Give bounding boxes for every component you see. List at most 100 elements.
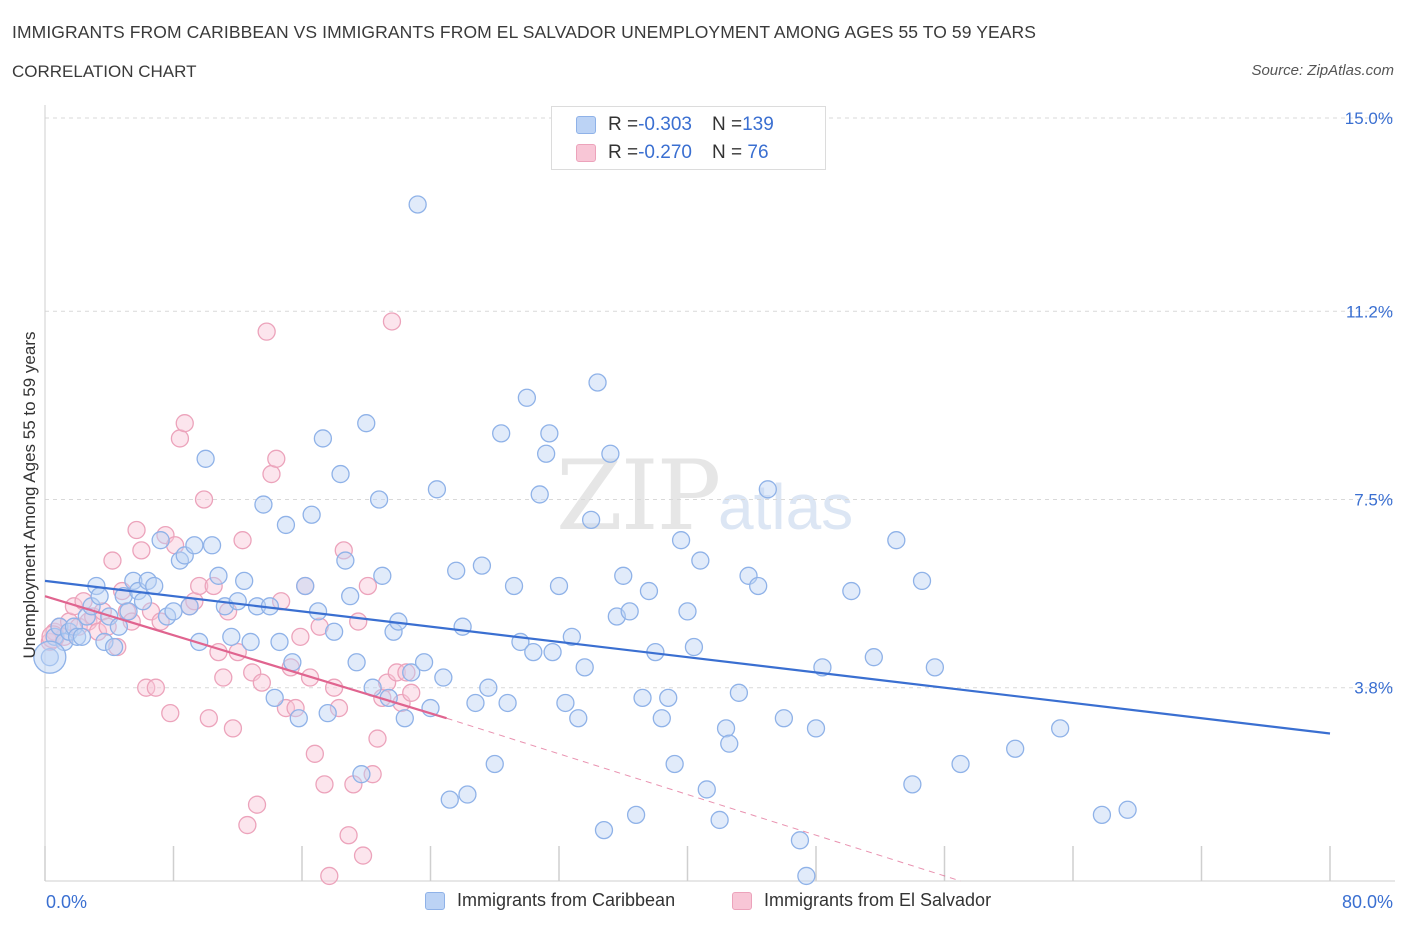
data-point-el-salvador bbox=[252, 673, 271, 692]
trend-extension-el-salvador bbox=[446, 717, 961, 882]
data-point-caribbean bbox=[1092, 805, 1112, 825]
data-point-caribbean bbox=[447, 561, 466, 580]
data-point-caribbean bbox=[652, 709, 671, 728]
data-point-caribbean bbox=[151, 531, 170, 550]
data-point-caribbean bbox=[318, 703, 337, 723]
data-point-caribbean bbox=[665, 754, 684, 774]
data-point-caribbean bbox=[633, 688, 652, 708]
legend-item-caribbean[interactable]: Immigrants from Caribbean bbox=[425, 890, 675, 911]
data-point-caribbean bbox=[1051, 719, 1070, 738]
data-point-caribbean bbox=[537, 444, 556, 463]
chart-subtitle: CORRELATION CHART bbox=[12, 62, 197, 81]
data-point-caribbean bbox=[758, 480, 777, 499]
trend-lines bbox=[44, 579, 1331, 882]
data-point-caribbean bbox=[569, 709, 588, 728]
data-point-el-salvador bbox=[353, 846, 373, 865]
data-point-el-salvador bbox=[214, 668, 233, 687]
legend-item-el-salvador[interactable]: Immigrants from El Salvador bbox=[732, 890, 991, 911]
data-point-el-salvador bbox=[262, 464, 281, 484]
data-point-el-salvador bbox=[349, 612, 368, 631]
legend-label: Immigrants from Caribbean bbox=[457, 890, 676, 910]
data-point-caribbean bbox=[235, 571, 254, 591]
data-point-el-salvador bbox=[132, 541, 151, 560]
data-point-caribbean bbox=[498, 693, 517, 713]
data-point-el-salvador bbox=[137, 678, 156, 697]
data-point-caribbean bbox=[308, 602, 328, 621]
data-point-caribbean bbox=[472, 556, 492, 575]
data-point-caribbean bbox=[352, 765, 371, 784]
data-point-caribbean bbox=[479, 678, 498, 697]
data-point-el-salvador bbox=[320, 866, 339, 886]
data-point-caribbean bbox=[562, 627, 581, 646]
trend-line-caribbean bbox=[44, 579, 1331, 735]
el-salvador-swatch bbox=[576, 144, 596, 162]
data-point-caribbean bbox=[517, 388, 537, 407]
data-point-caribbean bbox=[276, 515, 296, 535]
data-point-el-salvador bbox=[315, 775, 334, 794]
data-point-caribbean bbox=[72, 627, 92, 646]
data-point-caribbean bbox=[434, 668, 453, 687]
data-point-caribbean bbox=[903, 775, 922, 794]
data-point-el-salvador bbox=[339, 826, 358, 845]
data-point-caribbean bbox=[104, 637, 124, 657]
r-label: R = bbox=[608, 142, 639, 163]
data-point-caribbean bbox=[639, 581, 659, 601]
series-caribbean bbox=[33, 195, 1137, 886]
data-point-caribbean bbox=[594, 820, 614, 840]
source-label[interactable]: Source: ZipAtlas.com bbox=[1251, 62, 1394, 79]
data-point-caribbean bbox=[347, 653, 366, 672]
data-point-caribbean bbox=[196, 449, 215, 468]
data-point-caribbean bbox=[67, 627, 87, 646]
data-point-caribbean bbox=[951, 754, 970, 774]
data-point-caribbean bbox=[601, 444, 620, 463]
data-point-caribbean bbox=[458, 785, 477, 804]
data-point-caribbean bbox=[749, 576, 768, 596]
data-point-el-salvador bbox=[310, 617, 329, 636]
data-point-caribbean bbox=[90, 586, 109, 606]
data-point-caribbean bbox=[556, 693, 575, 713]
data-point-caribbean bbox=[414, 653, 434, 672]
data-point-el-salvador bbox=[358, 576, 378, 596]
data-point-el-salvador bbox=[161, 703, 180, 723]
data-point-caribbean bbox=[440, 790, 459, 809]
data-point-el-salvador bbox=[305, 744, 325, 763]
data-point-caribbean bbox=[402, 663, 421, 682]
data-point-caribbean bbox=[806, 719, 826, 738]
data-point-caribbean bbox=[180, 597, 199, 616]
data-point-caribbean bbox=[254, 495, 273, 514]
data-point-caribbean bbox=[588, 373, 607, 392]
data-point-el-salvador bbox=[146, 678, 165, 697]
data-point-caribbean bbox=[265, 688, 284, 708]
watermark-zip: ZIP bbox=[556, 440, 721, 552]
data-point-caribbean bbox=[133, 592, 153, 611]
stats-box: R = -0.303 N = 139 R = -0.270 N = 76 bbox=[551, 106, 826, 170]
data-point-el-salvador bbox=[368, 729, 387, 748]
data-point-caribbean bbox=[331, 464, 350, 484]
data-point-caribbean bbox=[912, 571, 932, 591]
data-point-el-salvador bbox=[397, 663, 416, 682]
n-label: N = bbox=[711, 142, 743, 163]
data-point-caribbean bbox=[925, 658, 945, 677]
data-point-el-salvador bbox=[387, 663, 406, 682]
data-point-el-salvador bbox=[199, 709, 218, 728]
data-point-caribbean bbox=[575, 658, 594, 677]
data-point-caribbean bbox=[549, 576, 569, 596]
data-point-caribbean bbox=[202, 536, 222, 555]
data-point-el-salvador bbox=[233, 531, 252, 550]
r-value: -0.303 bbox=[638, 114, 692, 135]
data-point-caribbean bbox=[729, 683, 749, 702]
data-point-caribbean bbox=[524, 642, 543, 662]
data-point-el-salvador bbox=[190, 576, 209, 596]
data-point-el-salvador bbox=[127, 520, 146, 540]
data-point-el-salvador bbox=[223, 719, 243, 738]
data-point-caribbean bbox=[543, 642, 562, 662]
data-point-caribbean bbox=[395, 709, 414, 728]
data-point-caribbean bbox=[720, 734, 739, 753]
data-point-caribbean bbox=[620, 602, 639, 621]
y-tick-label: 7.5% bbox=[1354, 491, 1393, 510]
y-tick-label: 3.8% bbox=[1354, 679, 1393, 698]
data-point-caribbean bbox=[145, 576, 164, 596]
y-tick-label: 15.0% bbox=[1345, 109, 1393, 128]
data-point-el-salvador bbox=[238, 815, 257, 835]
